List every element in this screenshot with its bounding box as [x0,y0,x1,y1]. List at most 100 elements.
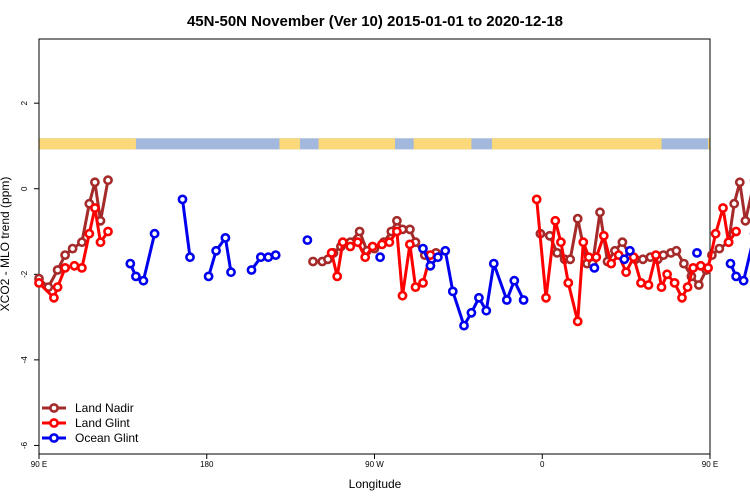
data-point-0-2-25 [714,243,725,254]
data-point-2-3-0 [246,265,257,275]
data-point-1-2-21 [682,282,693,292]
data-point-2-6-10 [501,295,512,305]
data-point-2-1-0 [177,194,188,205]
data-point-0-0-9 [103,175,113,186]
data-point-1-0-7 [90,203,100,213]
data-point-2-5-0 [375,252,385,263]
data-point-2-6-11 [509,275,520,286]
data-point-2-2-0 [203,271,214,282]
data-point-0-2-2 [552,247,563,258]
data-point-2-9-0 [692,247,702,258]
data-point-0-2-19 [671,245,682,256]
data-point-1-2-9 [598,230,609,241]
series-line-0-0 [37,179,110,289]
data-point-0-1-6 [354,226,365,237]
data-point-1-2-1 [541,292,551,303]
data-point-1-1-13 [418,277,428,288]
data-point-1-0-6 [84,228,95,239]
data-point-1-2-8 [591,252,602,263]
data-point-1-1-1 [332,271,343,282]
data-point-0-2-8 [595,207,605,218]
data-point-1-0-3 [60,262,70,273]
data-point-2-0-3 [149,228,160,239]
data-point-0-2-27 [729,198,740,209]
data-point-1-1-10 [397,290,408,301]
data-point-2-6-6 [466,307,477,318]
data-point-2-8-1 [625,245,635,256]
x-tick-label-1: 180 [200,460,214,469]
data-point-0-0-5 [77,237,87,248]
x-tick-label-0: 90 E [31,460,47,469]
data-point-0-2-28 [734,177,745,188]
land-band-0 [39,138,136,150]
data-point-1-2-17 [656,282,667,292]
data-point-1-1-5 [360,252,371,263]
data-point-1-2-6 [578,237,589,248]
data-point-1-2-7 [583,252,594,263]
data-point-2-7-0 [589,262,600,273]
legend-marker-2 [49,433,59,443]
data-point-0-2-22 [693,280,704,290]
data-point-2-1-1 [185,252,195,263]
x-axis-label: Longitude [349,477,402,491]
data-point-1-0-0 [34,277,44,288]
data-point-1-2-24 [703,262,713,273]
data-point-2-6-0 [418,243,428,254]
x-tick-label-2: 90 W [365,460,384,469]
data-point-2-6-1 [425,260,436,271]
y-tick-label-4: 2 [20,100,29,105]
data-point-2-6-7 [473,292,484,303]
y-tick-label-2: -2 [20,270,29,278]
data-point-1-1-0 [326,247,337,258]
data-point-2-8-0 [619,254,630,265]
data-point-1-2-19 [669,277,680,288]
data-point-1-0-9 [103,226,113,237]
data-point-1-0-8 [95,237,106,248]
data-point-1-2-0 [531,194,542,205]
series-line-2-2 [207,236,233,277]
data-point-1-0-5 [77,262,87,273]
data-point-1-2-28 [731,226,741,237]
data-point-2-6-2 [432,252,443,263]
legend-label-0: Land Nadir [75,401,134,415]
y-tick-label-0: -6 [20,441,29,449]
data-point-2-6-3 [440,245,451,256]
data-point-0-2-11 [617,237,628,248]
data-point-2-10-2 [738,275,749,286]
data-point-1-2-12 [621,267,631,278]
data-point-0-1-13 [404,224,415,235]
data-point-1-1-9 [391,226,402,237]
data-point-2-0-0 [125,258,136,269]
legend-marker-1 [49,418,59,428]
data-point-1-0-4 [69,260,80,271]
data-point-1-2-2 [550,215,561,226]
data-point-1-2-4 [563,277,574,288]
series-ocean-glint [125,194,750,331]
land-ocean-strip [39,138,710,150]
data-point-0-2-14 [638,254,648,265]
data-point-0-0-2 [52,265,63,275]
data-point-2-2-1 [211,245,221,256]
series-land-glint [34,194,741,327]
data-point-2-0-1 [130,271,141,282]
data-point-2-6-4 [447,286,458,297]
legend-label-1: Land Glint [75,416,130,430]
y-axis-label: XCO2 - MLO trend (ppm) [0,177,12,312]
data-point-2-3-3 [270,250,281,260]
data-point-0-2-20 [679,258,689,269]
data-point-2-0-2 [138,275,149,286]
data-point-2-10-1 [731,271,741,282]
data-point-1-1-2 [337,237,348,248]
data-point-0-0-3 [60,250,70,260]
data-point-2-6-5 [459,320,469,331]
data-point-2-6-9 [488,258,499,269]
data-point-2-10-0 [725,258,736,269]
land-band-1 [279,138,300,150]
data-point-1-2-20 [677,292,687,303]
data-point-1-2-16 [651,250,661,260]
data-point-1-2-27 [723,237,734,248]
data-point-1-2-15 [643,280,654,290]
x-tick-label-3: 0 [540,460,545,469]
